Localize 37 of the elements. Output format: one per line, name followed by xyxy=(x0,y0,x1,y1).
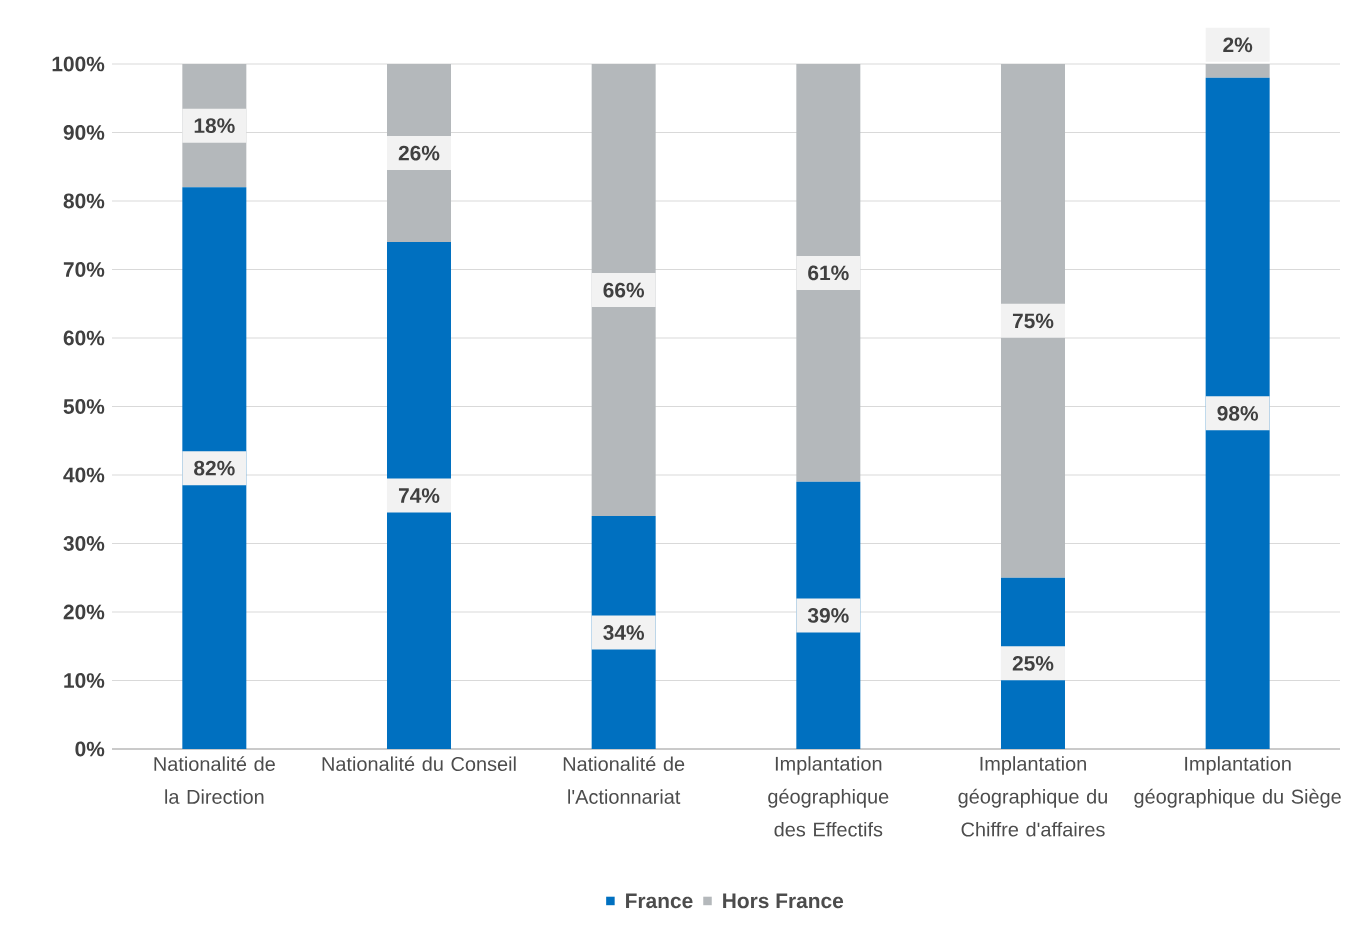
bar xyxy=(796,63,861,482)
x-tick-label: Implantation géographique du Chiffre d'affaires xyxy=(958,756,1107,837)
y-tick-label: 50% xyxy=(63,399,105,414)
x-tick-label: Nationalité de l'Actionnariat xyxy=(563,756,685,804)
y-tick-label: 100% xyxy=(52,56,105,72)
data-label: 98% xyxy=(1217,405,1259,421)
y-tick-label: 80% xyxy=(63,193,105,209)
y-tick-label: 10% xyxy=(64,673,105,688)
data-label: 25% xyxy=(1012,655,1054,671)
data-label: 61% xyxy=(808,265,849,281)
bar xyxy=(387,242,451,749)
bar xyxy=(182,187,247,749)
x-tick-label: Nationalité du Conseil xyxy=(322,756,516,772)
x-tick-label: Implantation géographique du Siège xyxy=(1134,756,1341,808)
x-tick-label: Implantation géographique des Effectifs xyxy=(768,756,889,837)
bar xyxy=(591,63,656,517)
data-label: 74% xyxy=(398,488,440,503)
bar xyxy=(1205,77,1270,749)
legend-label: France xyxy=(626,893,693,909)
y-tick-label: 60% xyxy=(63,330,105,346)
data-label: 26% xyxy=(398,145,440,161)
data-label: 2% xyxy=(1223,37,1253,53)
y-tick-label: 0% xyxy=(75,741,105,757)
x-tick-label: Nationalité de la Direction xyxy=(154,756,275,804)
data-label: 39% xyxy=(807,608,849,623)
y-tick-label: 70% xyxy=(63,262,105,277)
y-tick-label: 20% xyxy=(63,604,105,620)
data-label: 82% xyxy=(194,460,235,476)
y-tick-label: 40% xyxy=(63,467,105,483)
bar xyxy=(1000,63,1065,578)
y-tick-label: 30% xyxy=(63,536,105,551)
data-label: 34% xyxy=(603,625,645,640)
data-label: 18% xyxy=(194,118,235,134)
y-tick-label: 90% xyxy=(63,125,105,140)
data-label: 66% xyxy=(603,282,645,298)
data-label: 75% xyxy=(1012,313,1054,329)
legend-label: Hors France xyxy=(723,893,844,909)
